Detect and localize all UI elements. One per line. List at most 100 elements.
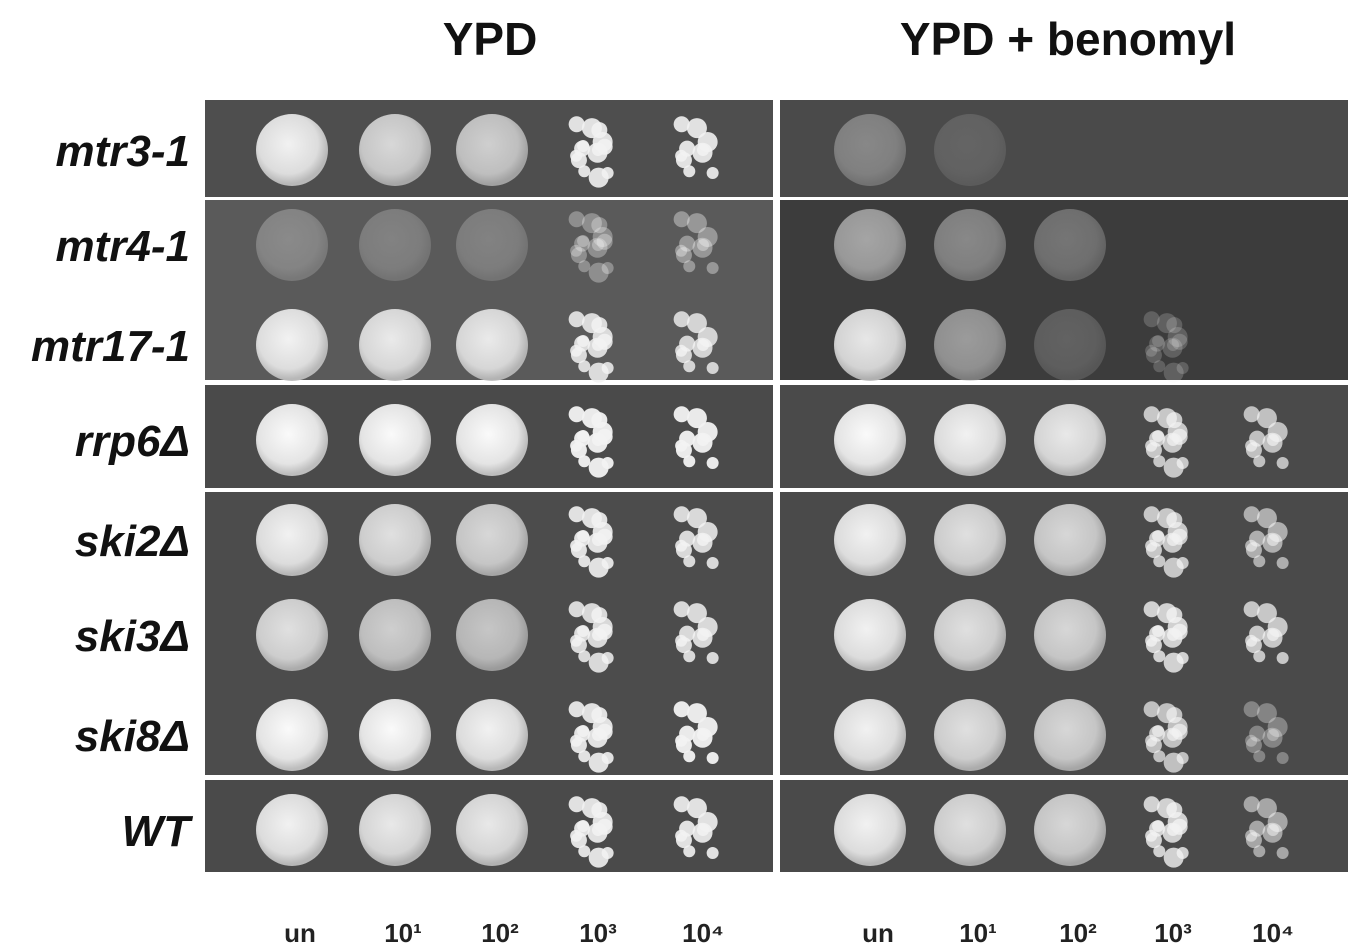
colony [597,624,613,640]
colony [570,440,582,452]
spot [456,699,528,771]
colony [578,165,590,177]
colony [683,555,695,567]
spot [456,404,528,476]
colony [1253,650,1265,662]
colony [693,238,713,258]
colony [683,165,695,177]
spot [934,309,1006,381]
colony [683,260,695,272]
colony [1145,635,1157,647]
spot [1034,309,1106,381]
panel-title: YPD [443,13,538,65]
spot [256,114,328,186]
spot [359,794,431,866]
colony [1245,830,1257,842]
colony [1263,533,1283,553]
colony [675,830,687,842]
strain-label: WT [122,807,194,856]
colony [1253,750,1265,762]
colony [591,707,607,723]
colony [675,735,687,747]
dilution-label: 10² [481,918,519,948]
spot [456,309,528,381]
colony [1144,601,1160,617]
spot [456,794,528,866]
colony [597,529,613,545]
colony [1172,334,1188,350]
colony [707,847,719,859]
colony [1166,707,1182,723]
colony [1152,430,1164,442]
colony [1277,557,1289,569]
colony [675,440,687,452]
colony [569,506,585,522]
spot [934,504,1006,576]
colony [1253,555,1265,567]
dilution-label: 10³ [579,918,617,948]
colony [1145,830,1157,842]
colony [1244,506,1260,522]
colony [1166,802,1182,818]
spot [1034,699,1106,771]
colony [683,455,695,467]
colony [577,725,589,737]
colony [1244,701,1260,717]
colony [707,167,719,179]
colony [1166,412,1182,428]
colony [1145,735,1157,747]
strain-label: ski8Δ [75,712,190,761]
colony [591,412,607,428]
colony [1277,652,1289,664]
colony [1153,845,1165,857]
colony [693,143,713,163]
colony [1277,847,1289,859]
colony [1153,360,1165,372]
dilution-label: 10¹ [384,918,422,948]
spot [834,404,906,476]
colony [1277,457,1289,469]
colony [569,116,585,132]
spot [359,404,431,476]
spot [359,309,431,381]
colony [707,262,719,274]
colony [591,802,607,818]
spot [934,699,1006,771]
colony [1172,624,1188,640]
spot [934,114,1006,186]
colony [597,819,613,835]
colony [683,845,695,857]
colony [578,650,590,662]
colony [693,728,713,748]
colony [693,338,713,358]
spot [256,404,328,476]
colony [1145,440,1157,452]
colony [591,512,607,528]
colony [1153,555,1165,567]
colony [707,557,719,569]
colony [693,533,713,553]
spot [256,794,328,866]
strain-label: mtr3-1 [56,127,191,176]
spot [359,504,431,576]
colony [570,540,582,552]
spot [456,209,528,281]
colony [1152,335,1164,347]
colony [569,701,585,717]
colony [1166,607,1182,623]
colony [570,345,582,357]
spot [456,504,528,576]
colony [569,211,585,227]
colony [578,845,590,857]
colony [591,607,607,623]
colony [683,750,695,762]
colony [1164,848,1184,868]
dilution-label: 10⁴ [682,918,724,948]
colony [589,653,609,673]
spot [834,599,906,671]
colony [591,217,607,233]
colony [675,245,687,257]
colony [577,235,589,247]
colony [1144,796,1160,812]
colony [1253,845,1265,857]
